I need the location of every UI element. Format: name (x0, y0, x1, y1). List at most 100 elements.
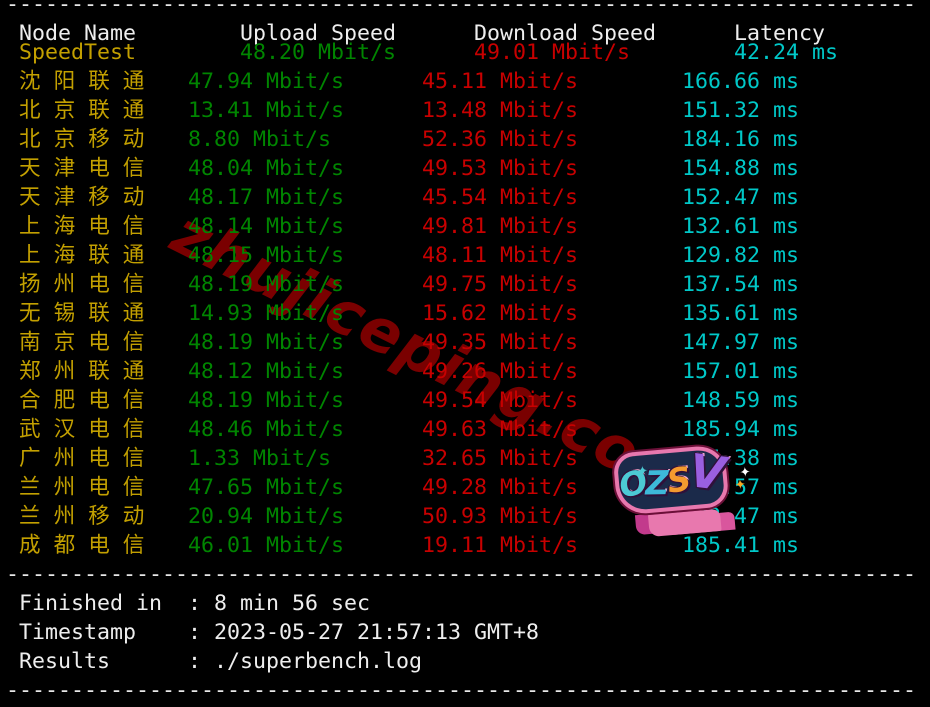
upload-speed-cell: 47.65 Mbit/s (188, 475, 345, 500)
upload-speed-cell: 48.19 Mbit/s (188, 272, 345, 297)
latency-cell: 151.32 ms (682, 98, 800, 123)
table-row: 沈阳联通 47.94 Mbit/s 45.11 Mbit/s 166.66 ms (0, 67, 930, 96)
timestamp-value: 2023-05-27 21:57:13 GMT+8 (214, 620, 540, 645)
finished-in-value: 8 min 56 sec (214, 591, 371, 616)
table-row: 天津电信 48.04 Mbit/s 49.53 Mbit/s 154.88 ms (0, 154, 930, 183)
sticker-letter: Z (645, 462, 668, 502)
upload-speed-cell: 48.19 Mbit/s (188, 330, 345, 355)
upload-speed-cell: 13.41 Mbit/s (188, 98, 345, 123)
upload-speed-cell: 48.19 Mbit/s (188, 388, 345, 413)
column-header-upload-speed: Upload Speed (240, 21, 397, 46)
latency-cell: 157.01 ms (682, 359, 800, 384)
table-row: 合肥电信 48.19 Mbit/s 49.54 Mbit/s 148.59 ms (0, 386, 930, 415)
download-speed-cell: 50.93 Mbit/s (422, 504, 579, 529)
node-name-cell: 北京联通 (19, 98, 158, 123)
latency-cell: 185.94 ms (682, 417, 800, 442)
download-speed-cell: 15.62 Mbit/s (422, 301, 579, 326)
node-name-cell: 上海联通 (19, 243, 158, 268)
results-value: ./superbench.log (214, 649, 423, 674)
node-name-cell: 上海电信 (19, 214, 158, 239)
node-name-cell: 郑州联通 (19, 359, 158, 384)
table-row: 成都电信 46.01 Mbit/s 19.11 Mbit/s 185.41 ms (0, 531, 930, 560)
table-row: 郑州联通 48.12 Mbit/s 49.26 Mbit/s 157.01 ms (0, 357, 930, 386)
download-speed-cell: 48.11 Mbit/s (422, 243, 579, 268)
node-name-cell: 兰州电信 (19, 475, 158, 500)
latency-cell: 185.41 ms (682, 533, 800, 558)
node-name-cell: 北京移动 (19, 127, 158, 152)
separator: : (188, 620, 215, 645)
upload-speed-cell: 47.94 Mbit/s (188, 69, 345, 94)
column-header-node-name: Node Name (19, 21, 137, 46)
node-name-cell: 成都电信 (19, 533, 158, 558)
node-name-cell: 广州电信 (19, 446, 158, 471)
latency-cell: 154.88 ms (682, 156, 800, 181)
node-name-cell: 无锡联通 (19, 301, 158, 326)
sticker-letter: V (686, 443, 727, 501)
download-speed-cell: 13.48 Mbit/s (422, 98, 579, 123)
latency-cell: 135.61 ms (682, 301, 800, 326)
table-row: 兰州移动 20.94 Mbit/s 50.93 Mbit/s 182.47 ms (0, 502, 930, 531)
node-name-cell: 武汉电信 (19, 417, 158, 442)
upload-speed-cell: 48.15 Mbit/s (188, 243, 345, 268)
finished-in-line: Finished in: 8 min 56 sec (0, 589, 930, 618)
download-speed-cell: 45.54 Mbit/s (422, 185, 579, 210)
download-speed-cell: 49.81 Mbit/s (422, 214, 579, 239)
table-row: 南京电信 48.19 Mbit/s 49.35 Mbit/s 147.97 ms (0, 328, 930, 357)
timestamp-line: Timestamp: 2023-05-27 21:57:13 GMT+8 (0, 618, 930, 647)
download-speed-cell: 45.11 Mbit/s (422, 69, 579, 94)
timestamp-label: Timestamp (19, 620, 137, 645)
latency-cell: 148.59 ms (682, 388, 800, 413)
node-name-cell: 天津移动 (19, 185, 158, 210)
node-name-cell: 南京电信 (19, 330, 158, 355)
latency-cell: 166.66 ms (682, 69, 800, 94)
separator: : (188, 649, 215, 674)
download-speed-cell: 32.65 Mbit/s (422, 446, 579, 471)
latency-cell: 42.24 ms (734, 40, 839, 65)
upload-speed-cell: 1.33 Mbit/s (188, 446, 332, 471)
speedtest-results: SpeedTest 48.20 Mbit/s 49.01 Mbit/s 42.24 m… (0, 38, 930, 560)
dashed-separator-top: ----------------------------------------… (6, 0, 917, 17)
upload-speed-cell: 48.14 Mbit/s (188, 214, 345, 239)
latency-cell: 129.82 ms (682, 243, 800, 268)
upload-speed-cell: 48.17 Mbit/s (188, 185, 345, 210)
node-name-cell: 天津电信 (19, 156, 158, 181)
results-label: Results (19, 649, 111, 674)
upload-speed-cell: 14.93 Mbit/s (188, 301, 345, 326)
upload-speed-cell: 48.12 Mbit/s (188, 359, 345, 384)
latency-cell: 182.47 ms (682, 504, 800, 529)
upload-speed-cell: 46.01 Mbit/s (188, 533, 345, 558)
separator: : (188, 591, 215, 616)
download-speed-cell: 19.11 Mbit/s (422, 533, 579, 558)
upload-speed-cell: 48.46 Mbit/s (188, 417, 345, 442)
column-header-latency: Latency (734, 21, 826, 46)
table-header: Node Name Upload Speed Download Speed Laten… (0, 19, 930, 48)
latency-cell: 137.54 ms (682, 272, 800, 297)
download-speed-cell: 52.36 Mbit/s (422, 127, 579, 152)
table-row: 无锡联通 14.93 Mbit/s 15.62 Mbit/s 135.61 ms (0, 299, 930, 328)
table-row: 扬州电信 48.19 Mbit/s 49.75 Mbit/s 137.54 ms (0, 270, 930, 299)
table-row: 北京联通 13.41 Mbit/s 13.48 Mbit/s 151.32 ms (0, 96, 930, 125)
download-speed-cell: 49.75 Mbit/s (422, 272, 579, 297)
download-speed-cell: 49.01 Mbit/s (474, 40, 631, 65)
node-name-cell: 合肥电信 (19, 388, 158, 413)
upload-speed-cell: 20.94 Mbit/s (188, 504, 345, 529)
node-name-cell: 兰州移动 (19, 504, 158, 529)
finished-in-label: Finished in (19, 591, 163, 616)
table-row: 天津移动 48.17 Mbit/s 45.54 Mbit/s 152.47 ms (0, 183, 930, 212)
upload-speed-cell: 48.04 Mbit/s (188, 156, 345, 181)
node-name-cell: SpeedTest (19, 40, 137, 65)
table-row: 北京移动 8.80 Mbit/s 52.36 Mbit/s 184.16 ms (0, 125, 930, 154)
download-speed-cell: 49.63 Mbit/s (422, 417, 579, 442)
latency-cell: 132.61 ms (682, 214, 800, 239)
download-speed-cell: 49.54 Mbit/s (422, 388, 579, 413)
download-speed-cell: 49.26 Mbit/s (422, 359, 579, 384)
column-header-download-speed: Download Speed (474, 21, 657, 46)
upload-speed-cell: 8.80 Mbit/s (188, 127, 332, 152)
download-speed-cell: 49.35 Mbit/s (422, 330, 579, 355)
latency-cell: 152.47 ms (682, 185, 800, 210)
download-speed-cell: 49.28 Mbit/s (422, 475, 579, 500)
node-name-cell: 沈阳联通 (19, 69, 158, 94)
results-line: Results: ./superbench.log (0, 647, 930, 676)
